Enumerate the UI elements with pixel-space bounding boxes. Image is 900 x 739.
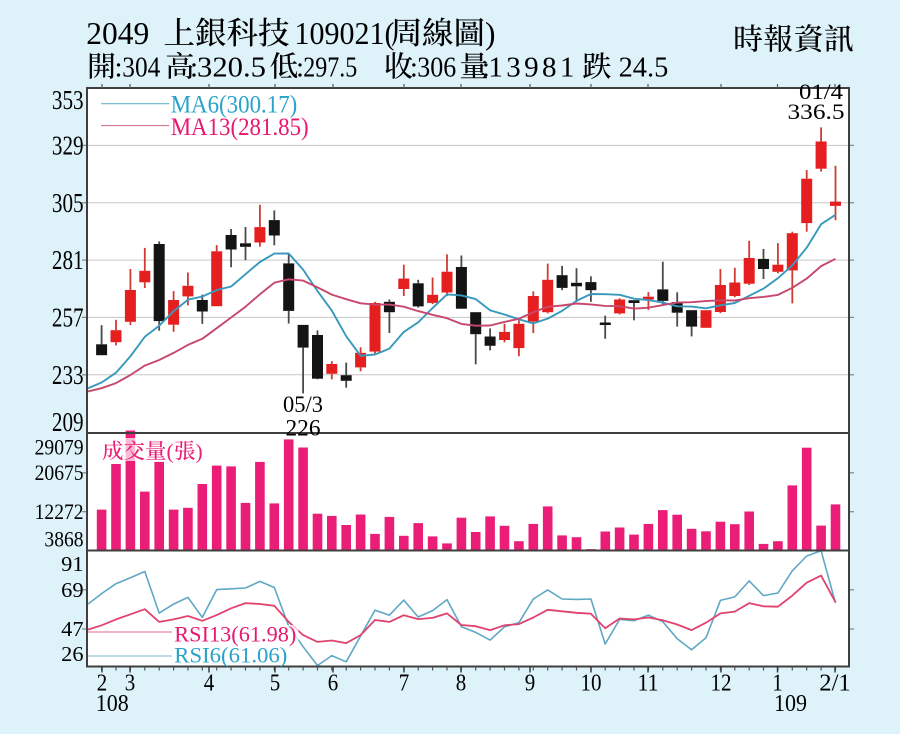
svg-text:226: 226 (286, 416, 321, 441)
svg-text:91: 91 (61, 552, 83, 576)
svg-text:3: 3 (125, 671, 136, 697)
svg-text:11: 11 (638, 671, 659, 697)
svg-text:281: 281 (52, 245, 84, 275)
svg-text:3868: 3868 (44, 526, 83, 551)
svg-text:329: 329 (52, 131, 84, 161)
svg-text:305: 305 (52, 188, 84, 218)
svg-text:320.5: 320.5 (197, 52, 266, 84)
svg-text:RSI13(61.98): RSI13(61.98) (174, 622, 296, 647)
svg-text:108: 108 (96, 691, 129, 717)
svg-text:24.5: 24.5 (619, 52, 669, 84)
svg-text:47: 47 (61, 617, 83, 641)
svg-text:4: 4 (204, 671, 215, 697)
svg-text::: : (296, 52, 304, 84)
svg-text:209: 209 (52, 407, 84, 437)
svg-text:05/3: 05/3 (283, 392, 323, 417)
svg-text::: : (410, 52, 418, 84)
svg-text::: : (482, 52, 490, 84)
svg-text:13981: 13981 (488, 52, 574, 84)
svg-text:MA13(281.85): MA13(281.85) (171, 114, 309, 141)
svg-text:233: 233 (52, 360, 84, 390)
svg-text:12: 12 (711, 671, 732, 697)
svg-text:20675: 20675 (35, 460, 84, 485)
svg-text:): ) (196, 440, 203, 464)
svg-text:304: 304 (122, 52, 160, 84)
svg-text:336.5: 336.5 (788, 99, 845, 124)
svg-text:8: 8 (456, 671, 467, 697)
svg-text:1: 1 (772, 671, 783, 697)
svg-text:26: 26 (61, 642, 83, 666)
svg-text:6: 6 (328, 671, 339, 697)
svg-text:9: 9 (525, 671, 536, 697)
svg-text:5: 5 (270, 671, 281, 697)
svg-text:12272: 12272 (35, 499, 84, 524)
svg-text:RSI6(61.06): RSI6(61.06) (174, 643, 287, 668)
svg-text:2/1: 2/1 (819, 671, 851, 697)
svg-text:): ) (485, 16, 496, 51)
svg-text:306: 306 (417, 52, 456, 84)
svg-text:109: 109 (774, 691, 807, 717)
svg-text:(: ( (167, 440, 174, 464)
svg-text:69: 69 (61, 578, 83, 602)
svg-text:109021(: 109021( (295, 16, 395, 51)
svg-text:2049: 2049 (86, 16, 149, 51)
svg-text::: : (115, 52, 123, 84)
svg-text:10: 10 (581, 671, 602, 697)
svg-text:2: 2 (97, 671, 108, 697)
svg-text:01/4: 01/4 (799, 79, 843, 104)
svg-text::: : (190, 52, 198, 84)
svg-text:7: 7 (399, 671, 410, 697)
svg-text:257: 257 (52, 303, 84, 333)
svg-text:29079: 29079 (35, 434, 84, 459)
svg-text:297.5: 297.5 (303, 52, 357, 84)
svg-text:MA6(300.17): MA6(300.17) (171, 92, 298, 119)
svg-text:353: 353 (52, 85, 84, 115)
